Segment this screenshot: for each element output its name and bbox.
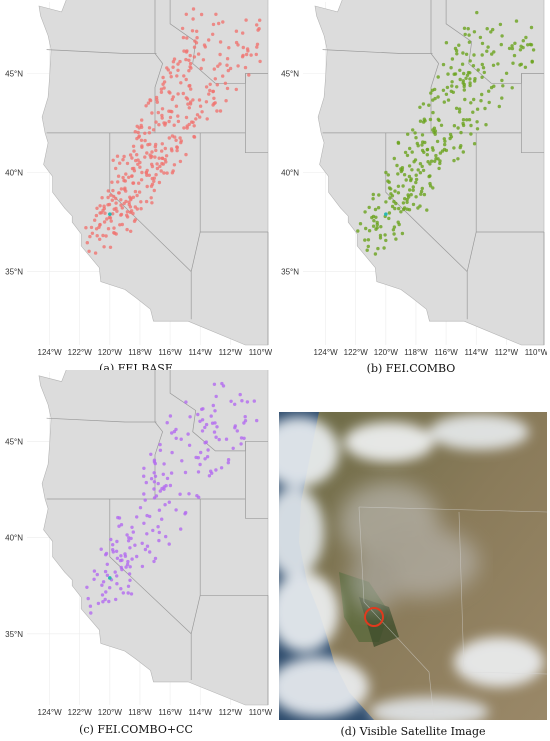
- lon-tick-label: 120°W: [374, 348, 399, 357]
- lon-tick-label: 122°W: [344, 348, 369, 357]
- lon-tick-label: 124°W: [38, 348, 63, 357]
- lon-tick-label: 122°W: [68, 708, 93, 717]
- fire-location-marker: [364, 607, 384, 627]
- lon-tick-label: 114°W: [188, 708, 212, 717]
- lon-tick-label: 112°W: [219, 708, 243, 717]
- lat-tick-label: 40°N: [5, 169, 23, 178]
- map-panel-c: 45°N 40°N 35°N 124°W 122°W 120°W 118°W 116°W 114…: [0, 370, 272, 741]
- lon-tick-label: 116°W: [158, 708, 182, 717]
- lon-tick-label: 116°W: [434, 348, 458, 357]
- caption-d: (d) Visible Satellite Image: [340, 725, 486, 738]
- lon-tick-label: 118°W: [128, 708, 152, 717]
- fire-location-point: [108, 212, 112, 216]
- lat-tick-label: 45°N: [281, 69, 299, 78]
- fire-location-point: [384, 212, 388, 216]
- lon-tick-label: 116°W: [158, 348, 182, 357]
- lat-tick-label: 45°N: [5, 69, 23, 78]
- map-panel-a: 45°N 40°N 35°N 124°W 122°W 120°W 118°W 116°W 114…: [0, 0, 272, 375]
- lon-tick-label: 120°W: [98, 708, 123, 717]
- map-a: 45°N 40°N 35°N 124°W 122°W 120°W 118°W 116°W 114…: [5, 0, 272, 357]
- fire-location-point: [108, 576, 112, 580]
- lat-tick-label: 45°N: [5, 437, 23, 446]
- lon-tick-label: 110°W: [249, 348, 272, 357]
- map-b: 45°N 40°N 35°N 124°W 122°W 120°W 118°W 116°W 114…: [281, 0, 547, 357]
- caption-b: (b) FEI.COMBO: [366, 362, 456, 375]
- lon-tick-label: 112°W: [219, 348, 243, 357]
- map-panel-b: 45°N 40°N 35°N 124°W 122°W 120°W 118°W 116°W 114…: [275, 0, 547, 375]
- lon-tick-label: 114°W: [464, 348, 488, 357]
- lon-tick-label: 110°W: [249, 708, 272, 717]
- caption-c: (c) FEI.COMBO+CC: [79, 723, 193, 736]
- fire-points: [84, 7, 262, 255]
- lat-tick-label: 40°N: [281, 169, 299, 178]
- lat-tick-label: 35°N: [5, 268, 23, 277]
- lat-tick-label: 35°N: [5, 630, 23, 639]
- satellite-image: [279, 412, 547, 720]
- lon-tick-label: 110°W: [525, 348, 547, 357]
- lon-tick-label: 122°W: [68, 348, 93, 357]
- lon-tick-label: 112°W: [495, 348, 519, 357]
- map-c: 45°N 40°N 35°N 124°W 122°W 120°W 118°W 116°W 114…: [5, 370, 272, 717]
- lon-tick-label: 124°W: [314, 348, 339, 357]
- fire-points: [85, 381, 259, 615]
- lat-tick-label: 40°N: [5, 534, 23, 543]
- lon-tick-label: 114°W: [188, 348, 212, 357]
- lon-tick-label: 118°W: [128, 348, 152, 357]
- lon-tick-label: 120°W: [98, 348, 123, 357]
- lon-tick-label: 124°W: [38, 708, 63, 717]
- lat-tick-label: 35°N: [281, 268, 299, 277]
- lon-tick-label: 118°W: [404, 348, 428, 357]
